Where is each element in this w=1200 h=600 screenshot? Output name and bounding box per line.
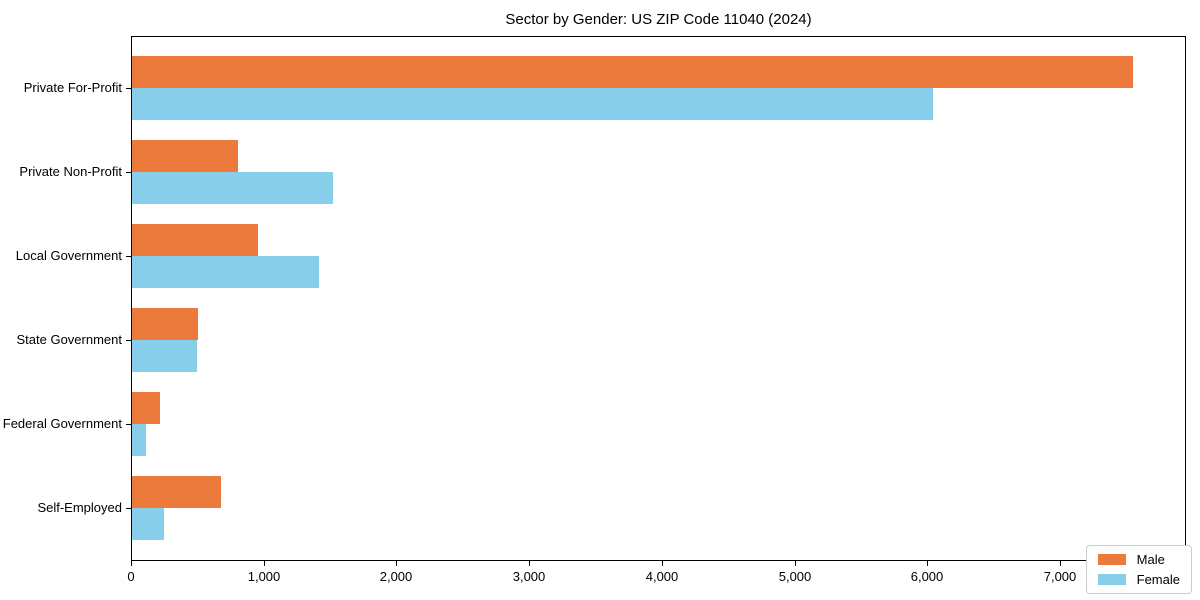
xtick-label-6000: 6,000 <box>910 569 944 584</box>
xtick-label-0: 0 <box>127 569 135 584</box>
bar-female-local-government <box>132 256 319 288</box>
bar-male-self-employed <box>132 476 221 508</box>
xtick-mark-0 <box>131 561 132 566</box>
legend-label-female: Female <box>1136 572 1180 587</box>
ytick-label-local-government: Local Government <box>15 248 122 263</box>
ytick-mark-local-government <box>126 256 131 257</box>
bar-female-private-for-profit <box>132 88 933 120</box>
legend-swatch-male-icon <box>1097 554 1126 565</box>
bar-female-self-employed <box>132 508 164 540</box>
xtick-label-5000: 5,000 <box>778 569 812 584</box>
ytick-mark-private-for-profit <box>126 88 131 89</box>
ytick-label-private-for-profit: Private For-Profit <box>23 80 122 95</box>
bar-female-state-government <box>132 340 197 372</box>
xtick-label-3000: 3,000 <box>512 569 546 584</box>
bar-male-private-for-profit <box>132 56 1133 88</box>
bar-male-state-government <box>132 308 198 340</box>
ytick-mark-private-non-profit <box>126 172 131 173</box>
ytick-label-private-non-profit: Private Non-Profit <box>19 164 122 179</box>
legend-label-male: Male <box>1136 552 1165 567</box>
xtick-label-7000: 7,000 <box>1043 569 1077 584</box>
xtick-mark-6000 <box>927 561 928 566</box>
legend-swatch-female-icon <box>1097 574 1126 585</box>
bar-male-local-government <box>132 224 258 256</box>
legend-entry-female: Female <box>1097 572 1180 587</box>
ytick-label-state-government: State Government <box>16 332 123 347</box>
xtick-mark-7000 <box>1060 561 1061 566</box>
xtick-mark-3000 <box>529 561 530 566</box>
xtick-label-2000: 2,000 <box>379 569 413 584</box>
xtick-label-4000: 4,000 <box>645 569 679 584</box>
legend: Male Female <box>1085 545 1192 594</box>
ytick-label-self-employed: Self-Employed <box>37 500 122 515</box>
bar-male-private-non-profit <box>132 140 238 172</box>
bar-female-private-non-profit <box>132 172 333 204</box>
xtick-mark-4000 <box>662 561 663 566</box>
ytick-label-federal-government: Federal Government <box>2 416 122 431</box>
xtick-mark-2000 <box>396 561 397 566</box>
bar-female-federal-government <box>132 424 146 456</box>
ytick-mark-federal-government <box>126 424 131 425</box>
xtick-label-1000: 1,000 <box>247 569 281 584</box>
ytick-mark-state-government <box>126 340 131 341</box>
ytick-mark-self-employed <box>126 508 131 509</box>
legend-entry-male: Male <box>1097 552 1180 567</box>
bar-male-federal-government <box>132 392 160 424</box>
plot-area <box>131 36 1186 561</box>
chart-title: Sector by Gender: US ZIP Code 11040 (202… <box>505 11 812 28</box>
xtick-mark-1000 <box>264 561 265 566</box>
xtick-mark-5000 <box>795 561 796 566</box>
